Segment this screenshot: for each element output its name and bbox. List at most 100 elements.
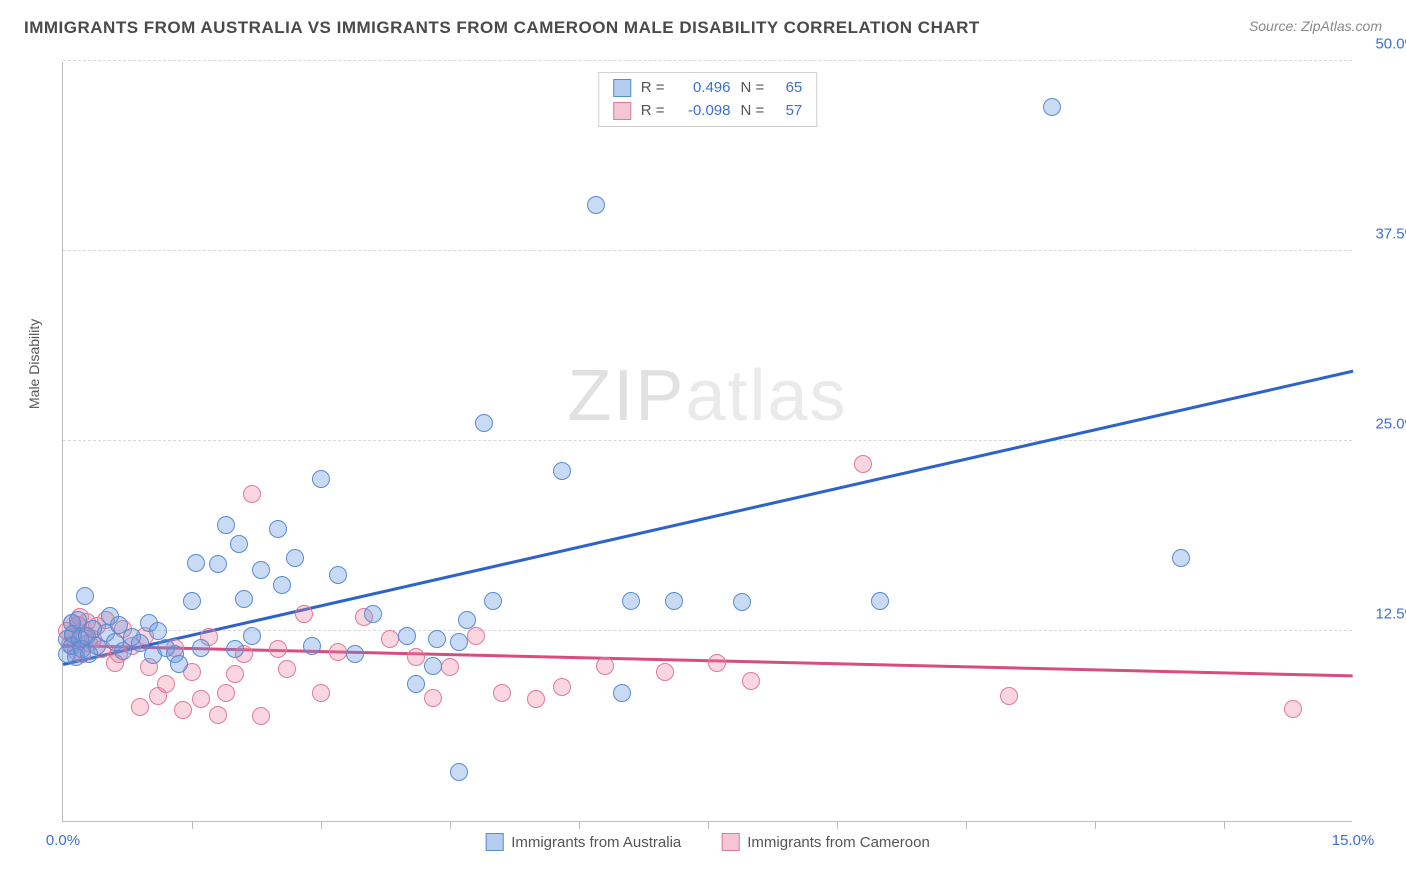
legend-label-australia: Immigrants from Australia <box>511 834 681 851</box>
plot-area: ZIPatlas R = 0.496 N = 65 R = -0.098 N =… <box>62 62 1352 822</box>
gridline <box>63 60 1352 61</box>
point-australia <box>424 657 442 675</box>
point-australia <box>587 196 605 214</box>
point-australia <box>428 630 446 648</box>
x-tick-label: 15.0% <box>1332 832 1375 849</box>
point-australia <box>871 592 889 610</box>
y-tick-label: 12.5% <box>1358 606 1406 623</box>
point-cameroon <box>217 684 235 702</box>
r-label: R = <box>641 77 665 100</box>
point-australia <box>209 555 227 573</box>
point-cameroon <box>278 660 296 678</box>
point-australia <box>613 684 631 702</box>
y-axis-label: Male Disability <box>26 319 42 409</box>
y-tick-label: 37.5% <box>1358 226 1406 243</box>
chart-title: IMMIGRANTS FROM AUSTRALIA VS IMMIGRANTS … <box>24 18 980 38</box>
point-australia <box>183 592 201 610</box>
point-australia <box>407 675 425 693</box>
point-australia <box>553 462 571 480</box>
trendline-australia <box>63 370 1354 666</box>
point-cameroon <box>854 455 872 473</box>
x-minor-tick <box>192 821 193 829</box>
point-australia <box>187 554 205 572</box>
point-cameroon <box>407 648 425 666</box>
point-cameroon <box>312 684 330 702</box>
point-australia <box>1043 98 1061 116</box>
point-australia <box>230 535 248 553</box>
n-label: N = <box>741 77 765 100</box>
point-cameroon <box>553 678 571 696</box>
legend-item-cameroon: Immigrants from Cameroon <box>721 833 930 851</box>
source-prefix: Source: <box>1249 18 1301 34</box>
point-australia <box>484 592 502 610</box>
point-cameroon <box>1000 687 1018 705</box>
point-australia <box>733 593 751 611</box>
point-australia <box>450 763 468 781</box>
x-minor-tick <box>1095 821 1096 829</box>
point-cameroon <box>596 657 614 675</box>
point-cameroon <box>192 690 210 708</box>
r-value-cameroon: -0.098 <box>675 100 731 123</box>
point-australia <box>226 640 244 658</box>
r-value-australia: 0.496 <box>675 77 731 100</box>
legend-label-cameroon: Immigrants from Cameroon <box>747 834 930 851</box>
source-link[interactable]: ZipAtlas.com <box>1301 18 1382 34</box>
point-cameroon <box>295 605 313 623</box>
n-label: N = <box>741 100 765 123</box>
point-cameroon <box>243 485 261 503</box>
watermark: ZIPatlas <box>567 355 847 437</box>
swatch-australia <box>613 79 631 97</box>
point-australia <box>1172 549 1190 567</box>
point-australia <box>149 622 167 640</box>
point-australia <box>312 470 330 488</box>
point-cameroon <box>209 706 227 724</box>
point-cameroon <box>174 701 192 719</box>
point-australia <box>622 592 640 610</box>
gridline <box>63 440 1352 441</box>
point-cameroon <box>493 684 511 702</box>
point-australia <box>665 592 683 610</box>
point-australia <box>364 605 382 623</box>
point-australia <box>273 576 291 594</box>
x-minor-tick <box>966 821 967 829</box>
x-tick-label: 0.0% <box>46 832 80 849</box>
point-cameroon <box>157 675 175 693</box>
point-australia <box>192 639 210 657</box>
point-australia <box>450 633 468 651</box>
point-cameroon <box>226 665 244 683</box>
point-cameroon <box>527 690 545 708</box>
n-value-cameroon: 57 <box>774 100 802 123</box>
x-minor-tick <box>450 821 451 829</box>
point-cameroon <box>742 672 760 690</box>
x-minor-tick <box>321 821 322 829</box>
point-australia <box>217 516 235 534</box>
watermark-part1: ZIP <box>567 356 685 436</box>
point-australia <box>286 549 304 567</box>
point-cameroon <box>329 643 347 661</box>
point-australia <box>170 655 188 673</box>
point-australia <box>346 645 364 663</box>
source-attribution: Source: ZipAtlas.com <box>1249 18 1382 34</box>
stats-legend-box: R = 0.496 N = 65 R = -0.098 N = 57 <box>598 72 818 127</box>
gridline <box>63 250 1352 251</box>
point-cameroon <box>1284 700 1302 718</box>
point-australia <box>329 566 347 584</box>
legend-item-australia: Immigrants from Australia <box>485 833 681 851</box>
swatch-cameroon-icon <box>721 833 739 851</box>
point-australia <box>398 627 416 645</box>
point-cameroon <box>131 698 149 716</box>
bottom-legend: Immigrants from Australia Immigrants fro… <box>485 833 930 851</box>
swatch-australia-icon <box>485 833 503 851</box>
point-cameroon <box>708 654 726 672</box>
stats-row-cameroon: R = -0.098 N = 57 <box>613 100 803 123</box>
point-australia <box>243 627 261 645</box>
x-minor-tick <box>579 821 580 829</box>
point-cameroon <box>441 658 459 676</box>
stats-row-australia: R = 0.496 N = 65 <box>613 77 803 100</box>
point-cameroon <box>424 689 442 707</box>
point-australia <box>76 587 94 605</box>
x-minor-tick <box>1224 821 1225 829</box>
y-tick-label: 25.0% <box>1358 416 1406 433</box>
swatch-cameroon <box>613 102 631 120</box>
point-australia <box>269 520 287 538</box>
